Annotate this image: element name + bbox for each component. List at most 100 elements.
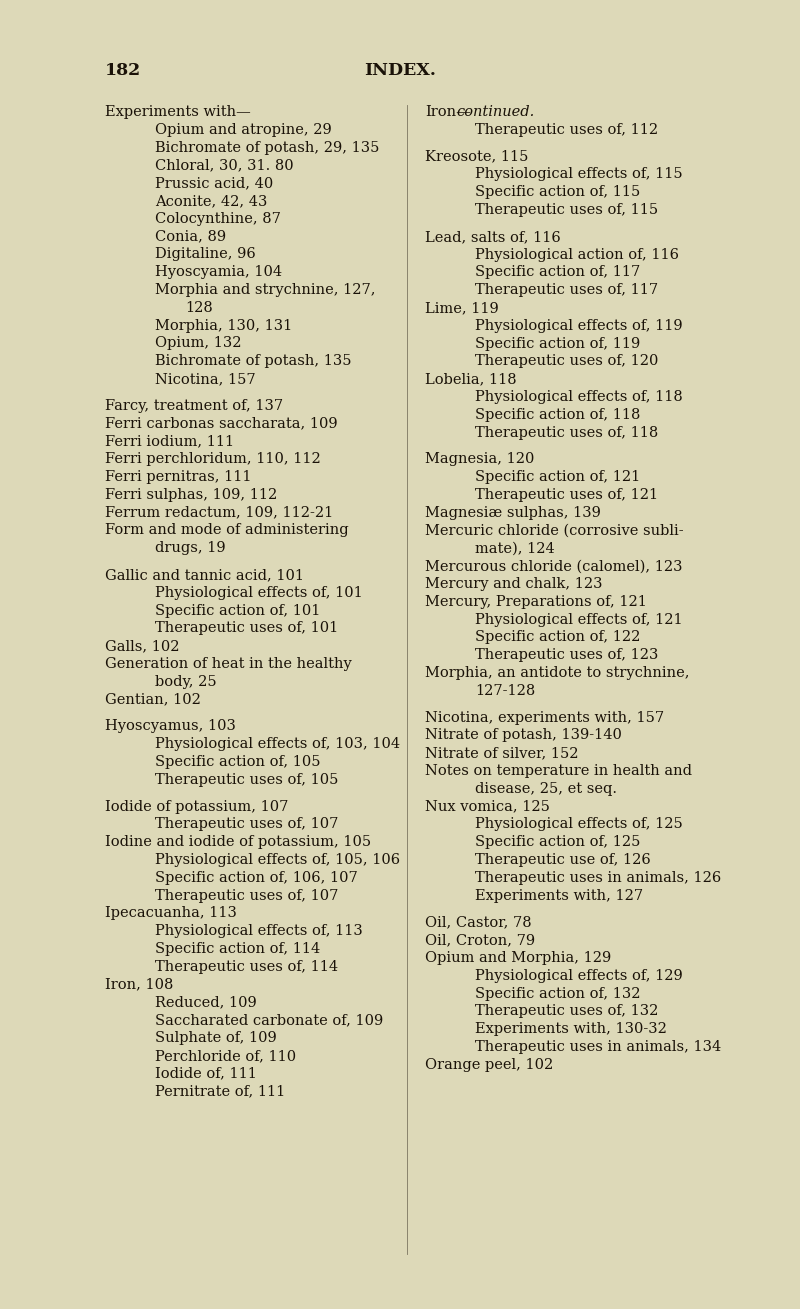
Text: Specific action of, 114: Specific action of, 114: [155, 942, 320, 956]
Text: Therapeutic uses of, 132: Therapeutic uses of, 132: [475, 1004, 658, 1018]
Text: Iodide of, 111: Iodide of, 111: [155, 1067, 257, 1081]
Text: Ferrum redactum, 109, 112-21: Ferrum redactum, 109, 112-21: [105, 505, 334, 520]
Text: Nicotina, experiments with, 157: Nicotina, experiments with, 157: [425, 711, 664, 725]
Text: Specific action of, 117: Specific action of, 117: [475, 266, 640, 279]
Text: Therapeutic uses of, 123: Therapeutic uses of, 123: [475, 648, 658, 662]
Text: Mercurous chloride (calomel), 123: Mercurous chloride (calomel), 123: [425, 559, 682, 573]
Text: Bichromate of potash, 135: Bichromate of potash, 135: [155, 355, 351, 368]
Text: Specific action of, 105: Specific action of, 105: [155, 755, 321, 768]
Text: Therapeutic uses of, 107: Therapeutic uses of, 107: [155, 889, 338, 903]
Text: Opium and Morphia, 129: Opium and Morphia, 129: [425, 952, 611, 965]
Text: Prussic acid, 40: Prussic acid, 40: [155, 177, 274, 190]
Text: Therapeutic uses of, 120: Therapeutic uses of, 120: [475, 355, 658, 368]
Text: Specific action of, 121: Specific action of, 121: [475, 470, 640, 484]
Text: body, 25: body, 25: [155, 675, 217, 689]
Text: Experiments with, 130-32: Experiments with, 130-32: [475, 1022, 667, 1037]
Text: Hyoscyamus, 103: Hyoscyamus, 103: [105, 720, 236, 733]
Text: Physiological effects of, 118: Physiological effects of, 118: [475, 390, 682, 404]
Text: INDEX.: INDEX.: [364, 62, 436, 79]
Text: Physiological effects of, 105, 106: Physiological effects of, 105, 106: [155, 853, 400, 867]
Text: Nitrate of silver, 152: Nitrate of silver, 152: [425, 746, 578, 761]
Text: Physiological effects of, 103, 104: Physiological effects of, 103, 104: [155, 737, 400, 751]
Text: Ipecacuanha, 113: Ipecacuanha, 113: [105, 906, 237, 920]
Text: Lime, 119: Lime, 119: [425, 301, 498, 315]
Text: Iron, 108: Iron, 108: [105, 978, 174, 992]
Text: Physiological effects of, 129: Physiological effects of, 129: [475, 969, 682, 983]
Text: Therapeutic uses of, 101: Therapeutic uses of, 101: [155, 622, 338, 635]
Text: Digitaline, 96: Digitaline, 96: [155, 247, 256, 262]
Text: Physiological effects of, 101: Physiological effects of, 101: [155, 586, 362, 600]
Text: Physiological effects of, 119: Physiological effects of, 119: [475, 319, 682, 332]
Text: Pernitrate of, 111: Pernitrate of, 111: [155, 1084, 286, 1098]
Text: Magnesiæ sulphas, 139: Magnesiæ sulphas, 139: [425, 505, 601, 520]
Text: Chloral, 30, 31. 80: Chloral, 30, 31. 80: [155, 158, 294, 173]
Text: Iron—: Iron—: [425, 105, 470, 119]
Text: Experiments with, 127: Experiments with, 127: [475, 889, 643, 903]
Text: Ferri pernitras, 111: Ferri pernitras, 111: [105, 470, 251, 484]
Text: Therapeutic uses of, 105: Therapeutic uses of, 105: [155, 772, 338, 787]
Text: Specific action of, 125: Specific action of, 125: [475, 835, 640, 850]
Text: Ferri sulphas, 109, 112: Ferri sulphas, 109, 112: [105, 488, 278, 501]
Text: Perchloride of, 110: Perchloride of, 110: [155, 1049, 296, 1063]
Text: Conia, 89: Conia, 89: [155, 229, 226, 243]
Text: Form and mode of administering: Form and mode of administering: [105, 524, 349, 538]
Text: Specific action of, 118: Specific action of, 118: [475, 408, 640, 421]
Text: Gentian, 102: Gentian, 102: [105, 692, 201, 707]
Text: Saccharated carbonate of, 109: Saccharated carbonate of, 109: [155, 1013, 383, 1028]
Text: Physiological effects of, 121: Physiological effects of, 121: [475, 613, 682, 627]
Text: drugs, 19: drugs, 19: [155, 541, 226, 555]
Text: continued.: continued.: [456, 105, 534, 119]
Text: Opium and atropine, 29: Opium and atropine, 29: [155, 123, 332, 137]
Text: Specific action of, 115: Specific action of, 115: [475, 185, 640, 199]
Text: Mercury and chalk, 123: Mercury and chalk, 123: [425, 577, 602, 590]
Text: Therapeutic uses of, 118: Therapeutic uses of, 118: [475, 425, 658, 440]
Text: Physiological effects of, 115: Physiological effects of, 115: [475, 168, 682, 182]
Text: Nitrate of potash, 139-140: Nitrate of potash, 139-140: [425, 728, 622, 742]
Text: Specific action of, 132: Specific action of, 132: [475, 987, 641, 1000]
Text: Morphia and strychnine, 127,: Morphia and strychnine, 127,: [155, 283, 375, 297]
Text: Oil, Castor, 78: Oil, Castor, 78: [425, 915, 532, 929]
Text: Therapeutic uses of, 114: Therapeutic uses of, 114: [155, 959, 338, 974]
Text: Colocynthine, 87: Colocynthine, 87: [155, 212, 281, 225]
Text: Therapeutic uses of, 107: Therapeutic uses of, 107: [155, 817, 338, 831]
Text: Therapeutic uses of, 117: Therapeutic uses of, 117: [475, 283, 658, 297]
Text: Specific action of, 122: Specific action of, 122: [475, 631, 640, 644]
Text: Iodine and iodide of potassium, 105: Iodine and iodide of potassium, 105: [105, 835, 371, 850]
Text: Physiological effects of, 113: Physiological effects of, 113: [155, 924, 362, 939]
Text: Kreosote, 115: Kreosote, 115: [425, 149, 528, 164]
Text: Specific action of, 119: Specific action of, 119: [475, 336, 640, 351]
Text: Magnesia, 120: Magnesia, 120: [425, 453, 534, 466]
Text: Generation of heat in the healthy: Generation of heat in the healthy: [105, 657, 352, 672]
Text: Iodide of potassium, 107: Iodide of potassium, 107: [105, 800, 288, 814]
Text: Farcy, treatment of, 137: Farcy, treatment of, 137: [105, 399, 283, 412]
Text: Therapeutic uses in animals, 134: Therapeutic uses in animals, 134: [475, 1039, 722, 1054]
Text: disease, 25, et seq.: disease, 25, et seq.: [475, 781, 617, 796]
Text: 182: 182: [105, 62, 141, 79]
Text: Experiments with—: Experiments with—: [105, 105, 250, 119]
Text: Ferri perchloridum, 110, 112: Ferri perchloridum, 110, 112: [105, 452, 321, 466]
Text: 127-128: 127-128: [475, 683, 535, 698]
Text: Lobelia, 118: Lobelia, 118: [425, 372, 517, 386]
Text: Notes on temperature in health and: Notes on temperature in health and: [425, 764, 692, 778]
Text: Morphia, an antidote to strychnine,: Morphia, an antidote to strychnine,: [425, 666, 690, 679]
Text: Lead, salts of, 116: Lead, salts of, 116: [425, 230, 561, 243]
Text: Orange peel, 102: Orange peel, 102: [425, 1058, 554, 1072]
Text: Ferri iodium, 111: Ferri iodium, 111: [105, 435, 234, 449]
Text: 128: 128: [185, 301, 213, 314]
Text: Therapeutic uses in animals, 126: Therapeutic uses in animals, 126: [475, 870, 722, 885]
Text: Sulphate of, 109: Sulphate of, 109: [155, 1031, 277, 1045]
Text: Specific action of, 106, 107: Specific action of, 106, 107: [155, 870, 358, 885]
Text: Aconite, 42, 43: Aconite, 42, 43: [155, 194, 267, 208]
Text: Morphia, 130, 131: Morphia, 130, 131: [155, 318, 292, 332]
Text: Bichromate of potash, 29, 135: Bichromate of potash, 29, 135: [155, 140, 379, 154]
Text: Specific action of, 101: Specific action of, 101: [155, 603, 320, 618]
Text: Physiological action of, 116: Physiological action of, 116: [475, 247, 679, 262]
Text: Nicotina, 157: Nicotina, 157: [155, 372, 256, 386]
Text: Opium, 132: Opium, 132: [155, 336, 242, 351]
Text: Therapeutic uses of, 115: Therapeutic uses of, 115: [475, 203, 658, 217]
Text: Mercuric chloride (corrosive subli-: Mercuric chloride (corrosive subli-: [425, 524, 684, 538]
Text: Therapeutic use of, 126: Therapeutic use of, 126: [475, 853, 650, 867]
Text: Therapeutic uses of, 121: Therapeutic uses of, 121: [475, 488, 658, 501]
Text: Hyoscyamia, 104: Hyoscyamia, 104: [155, 266, 282, 279]
Text: mate), 124: mate), 124: [475, 542, 554, 555]
